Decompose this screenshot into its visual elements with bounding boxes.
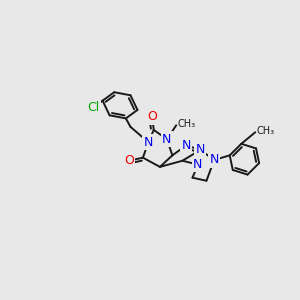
Text: N: N [162,133,172,146]
Text: CH₃: CH₃ [178,119,196,129]
Text: N: N [193,158,203,171]
Text: N: N [209,154,219,166]
Text: N: N [196,143,205,157]
Text: Cl: Cl [87,101,99,114]
Text: CH₃: CH₃ [257,127,275,136]
Text: N: N [144,136,153,149]
Text: O: O [124,154,134,167]
Text: N: N [182,139,191,152]
Text: O: O [147,110,157,123]
